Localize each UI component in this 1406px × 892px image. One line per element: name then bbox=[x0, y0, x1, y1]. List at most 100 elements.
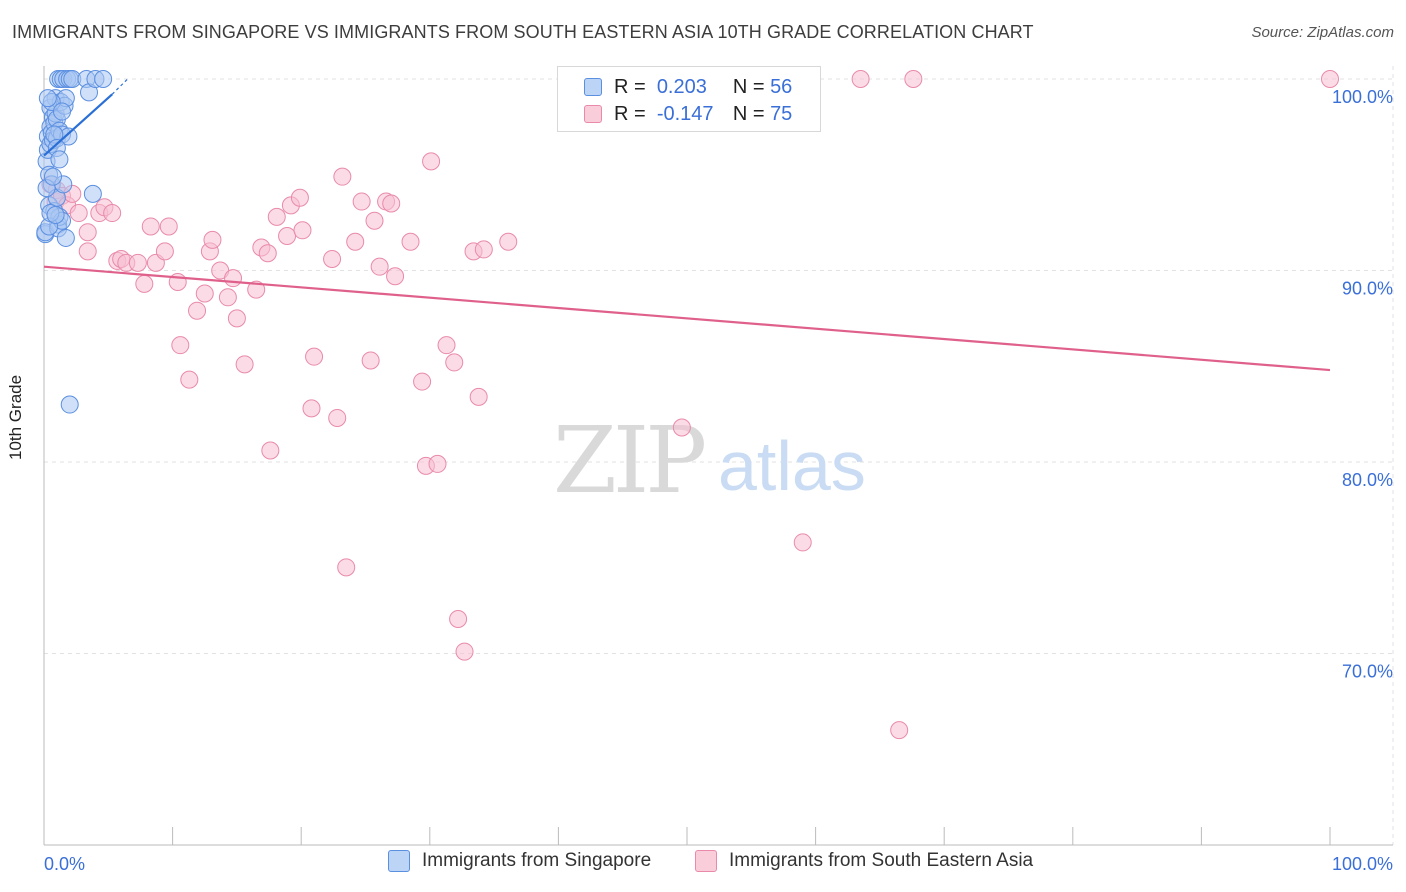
x-tick-label: 100.0% bbox=[1332, 854, 1393, 874]
data-point bbox=[128, 253, 147, 272]
data-point bbox=[328, 408, 347, 427]
data-point bbox=[302, 399, 321, 418]
data-point bbox=[382, 194, 401, 213]
sea-swatch bbox=[695, 850, 717, 872]
data-point bbox=[305, 347, 324, 366]
data-point bbox=[890, 721, 909, 740]
legend-item-label: Immigrants from South Eastern Asia bbox=[729, 850, 1034, 871]
data-point bbox=[60, 395, 79, 414]
data-point bbox=[69, 204, 88, 223]
data-point bbox=[50, 150, 69, 169]
y-tick-label: 100.0% bbox=[1332, 87, 1393, 107]
source-label: Source: ZipAtlas.com bbox=[1251, 24, 1394, 41]
trend-lines bbox=[43, 78, 1331, 372]
data-point bbox=[278, 227, 297, 246]
data-point bbox=[227, 309, 246, 328]
legend-n-label: N = bbox=[732, 75, 765, 98]
data-point bbox=[155, 242, 174, 261]
sea-swatch bbox=[584, 105, 602, 123]
data-point bbox=[413, 372, 432, 391]
singapore-swatch bbox=[584, 78, 602, 96]
legend-n-value: 56 bbox=[770, 75, 793, 98]
bottom-legend: Immigrants from Singapore Immigrants fro… bbox=[0, 850, 1406, 878]
legend-r-value: 0.203 bbox=[656, 75, 707, 98]
data-point bbox=[437, 336, 456, 355]
data-point bbox=[218, 288, 237, 307]
trend-line-sea bbox=[43, 265, 1331, 372]
legend-item-sea[interactable]: Immigrants from South Eastern Asia bbox=[695, 850, 1033, 872]
y-tick-label: 90.0% bbox=[1342, 279, 1393, 299]
data-point bbox=[365, 211, 384, 230]
data-point bbox=[346, 232, 365, 251]
data-point bbox=[141, 217, 160, 236]
data-point bbox=[83, 184, 102, 203]
watermark: ZIP atlas bbox=[553, 407, 866, 514]
data-point bbox=[352, 192, 371, 211]
trend-line-singapore bbox=[43, 93, 113, 157]
data-point bbox=[401, 232, 420, 251]
data-point bbox=[1321, 70, 1339, 88]
legend-row-sea: R = -0.147 N = 75 bbox=[584, 101, 792, 127]
data-point bbox=[53, 102, 72, 121]
data-point bbox=[135, 274, 154, 293]
data-point bbox=[449, 610, 468, 629]
legend-row-singapore: R = 0.203 N = 56 bbox=[584, 74, 792, 100]
legend-r-value: -0.147 bbox=[656, 102, 714, 125]
data-point bbox=[904, 70, 923, 88]
data-point bbox=[261, 441, 280, 460]
y-tick-label: 70.0% bbox=[1342, 662, 1393, 682]
data-point bbox=[78, 223, 97, 242]
data-point bbox=[78, 242, 97, 261]
legend-item-singapore[interactable]: Immigrants from Singapore bbox=[388, 850, 651, 872]
data-point bbox=[386, 267, 405, 286]
legend-item-label: Immigrants from Singapore bbox=[422, 850, 652, 871]
data-point bbox=[94, 70, 113, 88]
stats-legend: R = 0.203 N = 56 R = -0.147 N = 75 bbox=[557, 66, 821, 132]
legend-n-label: N = bbox=[732, 102, 765, 125]
data-point bbox=[293, 221, 312, 240]
trend-line-singapore-extension bbox=[111, 78, 129, 95]
data-point bbox=[290, 188, 309, 207]
data-point bbox=[258, 244, 277, 263]
data-point bbox=[103, 204, 122, 223]
data-point bbox=[323, 250, 342, 269]
legend-r-label: R = bbox=[614, 102, 646, 125]
data-point bbox=[44, 167, 63, 186]
series-south-eastern-asia bbox=[41, 70, 1339, 740]
data-point bbox=[267, 207, 286, 226]
data-point bbox=[171, 336, 190, 355]
data-point bbox=[56, 228, 75, 247]
data-point bbox=[203, 230, 222, 249]
x-tick-label: 0.0% bbox=[44, 854, 85, 874]
data-point bbox=[195, 284, 214, 303]
data-point bbox=[180, 370, 199, 389]
watermark-atlas: atlas bbox=[718, 427, 866, 505]
data-point bbox=[159, 217, 178, 236]
data-point bbox=[337, 558, 356, 577]
data-point bbox=[672, 418, 691, 437]
data-point bbox=[428, 454, 447, 473]
data-point bbox=[851, 70, 870, 88]
singapore-swatch bbox=[388, 850, 410, 872]
data-point bbox=[474, 240, 493, 259]
legend-r-label: R = bbox=[614, 75, 646, 98]
data-point bbox=[38, 89, 57, 108]
data-point bbox=[499, 232, 518, 251]
data-point bbox=[224, 269, 243, 288]
y-tick-label: 80.0% bbox=[1342, 470, 1393, 490]
data-point bbox=[455, 642, 474, 661]
data-point bbox=[333, 167, 352, 186]
data-point bbox=[361, 351, 380, 370]
data-point bbox=[370, 257, 389, 276]
data-point bbox=[469, 387, 488, 406]
data-point bbox=[235, 355, 254, 374]
chart-title: IMMIGRANTS FROM SINGAPORE VS IMMIGRANTS … bbox=[12, 22, 1034, 42]
data-point bbox=[422, 152, 441, 171]
legend-n-value: 75 bbox=[770, 102, 793, 125]
data-point bbox=[46, 205, 65, 224]
data-point bbox=[793, 533, 812, 552]
tick-labels: 70.0% 80.0% 90.0% 100.0% 0.0% 100.0% bbox=[44, 87, 1393, 874]
data-point bbox=[247, 280, 266, 299]
series-singapore bbox=[36, 70, 113, 414]
